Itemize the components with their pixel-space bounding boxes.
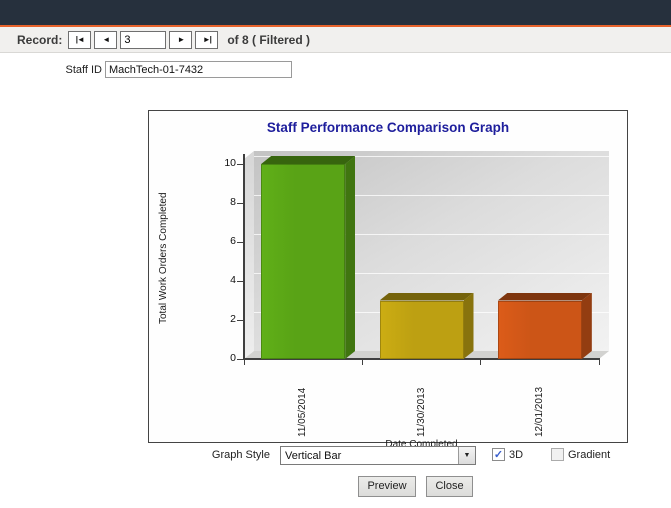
y-tick <box>237 319 244 321</box>
bar-side-face <box>464 293 474 360</box>
y-tick-label: 8 <box>230 196 236 208</box>
y-tick <box>237 163 244 165</box>
bar-side-face <box>345 156 355 359</box>
graph-style-value: Vertical Bar <box>285 449 342 462</box>
y-axis-title: Total Work Orders Completed <box>158 192 169 324</box>
title-bar <box>0 0 671 25</box>
record-label: Record: <box>17 32 63 47</box>
previous-record-button[interactable]: ◄ <box>94 30 118 49</box>
bar <box>379 300 464 359</box>
bar-top-face <box>380 293 474 301</box>
x-tick <box>480 360 482 365</box>
gridline <box>254 156 609 157</box>
close-button[interactable]: Close <box>426 476 473 497</box>
bar <box>261 164 346 359</box>
plot-left-wall <box>244 151 254 359</box>
current-record-input[interactable] <box>120 30 167 49</box>
accent-divider <box>0 25 671 27</box>
bar-side-face <box>582 293 592 360</box>
y-tick-label: 0 <box>230 352 236 364</box>
y-axis-line <box>243 154 245 360</box>
y-tick-label: 10 <box>224 157 236 169</box>
x-tick <box>243 360 245 365</box>
checkbox-gradient-label: Gradient <box>568 448 611 461</box>
gridline <box>254 195 609 196</box>
graph-style-combobox[interactable]: Vertical Bar ▼ <box>280 446 476 465</box>
chart-title: Staff Performance Comparison Graph <box>266 120 510 135</box>
x-axis-title: Date Completed <box>385 439 458 450</box>
preview-button[interactable]: Preview <box>358 476 416 497</box>
y-tick-label: 4 <box>230 274 236 286</box>
bar <box>497 300 582 359</box>
checkbox-3d-row: ✓ 3D <box>492 448 523 461</box>
record-count-text: of 8 ( Filtered ) <box>227 32 311 47</box>
gridline <box>254 234 609 235</box>
y-tick-label: 6 <box>230 235 236 247</box>
y-tick <box>237 358 244 360</box>
y-tick <box>237 202 244 204</box>
staff-id-field[interactable] <box>105 61 292 78</box>
next-record-button[interactable]: ► <box>169 30 193 49</box>
checkbox-gradient[interactable] <box>551 448 564 461</box>
x-tick-label: 11/30/2013 <box>415 387 427 437</box>
graph-style-label: Graph Style <box>211 449 270 461</box>
chart-container: Staff Performance Comparison Graph Total… <box>148 110 628 450</box>
checkbox-gradient-row: Gradient <box>551 448 610 461</box>
first-record-button[interactable]: |◄ <box>68 30 92 49</box>
y-tick <box>237 241 244 243</box>
staff-id-label: Staff ID <box>65 64 102 76</box>
checkbox-3d-label: 3D <box>509 448 524 461</box>
bar-top-face <box>261 156 355 164</box>
x-tick <box>361 360 363 365</box>
x-tick <box>598 360 600 365</box>
x-axis-line <box>243 358 600 360</box>
plot-area: Date Completed 0 2 4 6 8 10 11/05/2014 11/30/20… <box>224 151 612 450</box>
x-tick-label: 12/01/2013 <box>533 386 545 437</box>
bar-top-face <box>498 293 592 301</box>
record-navigation-bar: Record: |◄ ◄ ► ►| of 8 ( Filtered ) <box>0 27 671 53</box>
checkbox-3d[interactable]: ✓ <box>492 448 505 461</box>
y-tick <box>237 280 244 282</box>
y-tick-label: 2 <box>230 313 236 325</box>
x-tick-label: 11/05/2014 <box>297 387 309 437</box>
last-record-button[interactable]: ►| <box>195 30 219 49</box>
gridline <box>254 273 609 274</box>
chevron-down-icon[interactable]: ▼ <box>458 447 475 464</box>
